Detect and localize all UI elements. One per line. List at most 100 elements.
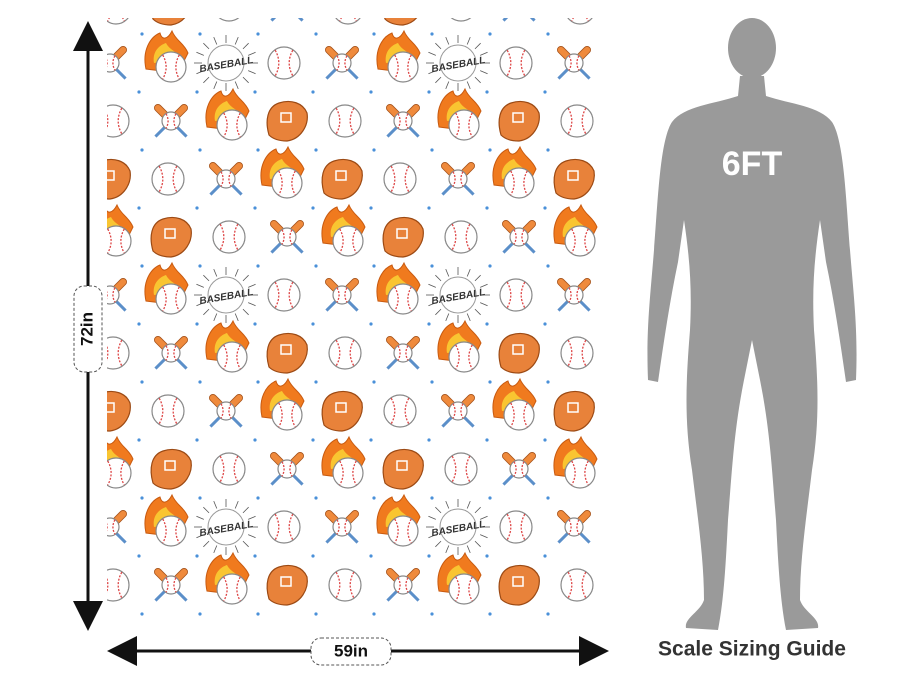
- ball: [216, 169, 236, 189]
- pattern-icon: [325, 46, 359, 80]
- pattern-icon: [615, 217, 655, 257]
- dot: [253, 554, 257, 558]
- pattern-icon: [321, 158, 363, 200]
- ball: [626, 344, 644, 362]
- glove-lace: [396, 228, 408, 239]
- stitch: [521, 229, 525, 245]
- dot: [314, 148, 318, 152]
- stitch: [228, 403, 232, 419]
- stitch: [336, 55, 340, 71]
- stitch: [112, 55, 116, 71]
- dot: [659, 554, 662, 557]
- stitch: [165, 577, 169, 593]
- ball: [271, 167, 303, 199]
- glove: [615, 449, 655, 489]
- pattern-icon: [321, 390, 363, 432]
- pattern-icon: [617, 567, 653, 603]
- badge-ray: [248, 302, 256, 307]
- dot: [488, 32, 492, 36]
- stitch: [627, 55, 630, 79]
- width-label-box: [310, 637, 392, 666]
- bat-handle: [618, 587, 633, 602]
- ball: [626, 576, 644, 594]
- pattern-icon: [267, 510, 301, 544]
- pattern-icon: [376, 29, 421, 83]
- dot: [427, 554, 431, 558]
- pattern-icon: [322, 0, 365, 25]
- bat-handle: [618, 123, 633, 138]
- stitch: [520, 513, 526, 541]
- pattern-icon: [386, 336, 420, 370]
- pattern-icon: [107, 278, 127, 312]
- pattern-icon: [382, 216, 424, 258]
- pattern-icon: [107, 435, 134, 489]
- badge-ray: [428, 534, 436, 539]
- stitch: [571, 228, 576, 254]
- pattern-icon: [557, 278, 591, 312]
- pattern-icon: [270, 452, 304, 486]
- dot: [601, 438, 604, 441]
- stitch: [172, 397, 178, 425]
- stitch: [278, 402, 283, 428]
- dot: [256, 32, 260, 36]
- ball: [393, 575, 413, 595]
- badge-ray: [196, 534, 204, 539]
- stitch: [274, 281, 280, 309]
- badge-ray: [428, 283, 436, 288]
- pattern-icon: [383, 394, 417, 428]
- ball: [567, 18, 593, 25]
- dot: [253, 438, 257, 442]
- stitch: [452, 403, 456, 419]
- ball: [450, 18, 472, 22]
- ball: [332, 285, 352, 305]
- dot: [256, 496, 260, 500]
- glove: [150, 448, 192, 490]
- dot: [311, 206, 315, 210]
- stitch: [465, 455, 471, 483]
- dot: [488, 496, 492, 500]
- stitch: [397, 577, 401, 593]
- bat: [617, 567, 653, 603]
- pattern-icon: [499, 510, 533, 544]
- bat-handle: [637, 123, 652, 138]
- glove: [498, 332, 540, 374]
- ball: [387, 283, 419, 315]
- stitch: [288, 49, 294, 77]
- stitch: [233, 455, 239, 483]
- flame: [322, 0, 365, 15]
- glove-lace: [567, 170, 579, 181]
- stitch: [627, 519, 630, 543]
- dot: [372, 496, 376, 500]
- dot: [140, 32, 144, 36]
- dot: [546, 496, 550, 500]
- dot: [488, 380, 492, 384]
- dot: [372, 32, 376, 36]
- pattern-icon: [212, 452, 246, 486]
- badge-ray: [480, 51, 488, 56]
- pattern-icon: [615, 0, 655, 25]
- ball: [155, 283, 187, 315]
- dot: [546, 380, 550, 384]
- glove: [498, 564, 540, 606]
- pattern-icon: [321, 203, 366, 257]
- dot: [430, 32, 434, 36]
- stitch: [407, 518, 412, 544]
- stitch: [107, 58, 108, 68]
- dot: [140, 612, 144, 616]
- badge-ball: [207, 44, 245, 82]
- stitch: [584, 228, 589, 254]
- dot: [198, 612, 202, 616]
- dot: [314, 380, 318, 384]
- pattern-icon: [107, 158, 131, 200]
- badge-ball: [439, 44, 477, 82]
- pattern-icon: [154, 104, 188, 138]
- ball: [448, 573, 480, 605]
- badge-ray: [428, 51, 436, 56]
- stitch: [390, 165, 396, 193]
- dot: [198, 380, 202, 384]
- pattern-icon: [553, 203, 598, 257]
- dot: [662, 612, 665, 615]
- pattern-icon: [376, 493, 421, 547]
- pattern-icon: BASEBALL: [426, 267, 490, 323]
- bat-barrel: [630, 567, 653, 590]
